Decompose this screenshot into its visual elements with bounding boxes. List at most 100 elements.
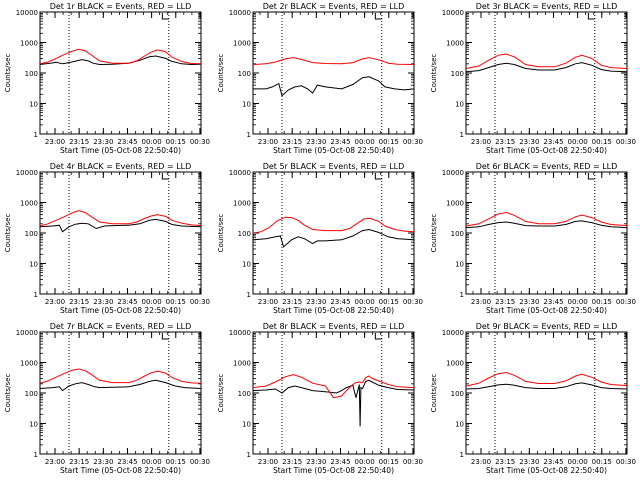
- x-tick-label: 00:15: [166, 138, 186, 146]
- x-tick-label: 00:30: [190, 458, 210, 466]
- y-axis-label: Counts/sec: [430, 374, 438, 413]
- chart-panel-6: Det 6r BLACK = Events, RED = LLD 1 10 100 10…: [430, 162, 636, 315]
- x-axis-label: Start Time (05-Oct-08 22:50:40): [273, 146, 394, 155]
- chart-panel-3: Det 3r BLACK = Events, RED = LLD 1 10 100 10…: [430, 2, 636, 155]
- x-tick-label: 23:00: [471, 458, 491, 466]
- x-tick-label: 23:00: [471, 138, 491, 146]
- x-tick-label: 23:45: [330, 458, 350, 466]
- x-tick-label: 23:00: [45, 458, 65, 466]
- y-tick-label: 10: [242, 421, 251, 429]
- x-tick-label: 00:15: [592, 298, 612, 306]
- y-tick-label: 10000: [16, 9, 38, 17]
- x-tick-label: 23:45: [117, 458, 137, 466]
- plot-frame: [465, 11, 628, 135]
- x-tick-label: 00:15: [379, 458, 399, 466]
- x-tick-label: 00:15: [166, 298, 186, 306]
- y-tick-label: 1000: [446, 360, 464, 368]
- chart-panel-9: Det 9r BLACK = Events, RED = LLD 1 10 100 10…: [430, 322, 636, 475]
- bracket-marker: [374, 333, 382, 340]
- x-tick-label: 23:15: [282, 298, 302, 306]
- chart-title: Det 4r BLACK = Events, RED = LLD: [50, 162, 192, 171]
- x-tick-label: 23:00: [258, 298, 278, 306]
- y-tick-label: 100: [25, 390, 38, 398]
- x-tick-label: 23:30: [519, 298, 539, 306]
- series-line-events: [252, 228, 415, 248]
- y-tick-label: 10: [242, 261, 251, 269]
- series-line-events: [252, 379, 415, 427]
- y-tick-label: 1000: [20, 360, 38, 368]
- y-tick-label: 10000: [229, 329, 251, 337]
- x-tick-label: 23:45: [330, 138, 350, 146]
- y-axis-label: Counts/sec: [4, 214, 12, 253]
- y-axis-label: Counts/sec: [4, 54, 12, 93]
- chart-title: Det 9r BLACK = Events, RED = LLD: [476, 322, 618, 331]
- y-tick-label: 1: [247, 131, 251, 139]
- bracket-marker: [587, 173, 595, 180]
- x-tick-label: 23:45: [117, 138, 137, 146]
- chart-panel-2: Det 2r BLACK = Events, RED = LLD 1 10 100 10…: [217, 2, 423, 155]
- y-tick-label: 10000: [229, 169, 251, 177]
- series-line-lld: [252, 216, 415, 234]
- y-axis-label: Counts/sec: [430, 54, 438, 93]
- x-tick-label: 23:30: [306, 298, 326, 306]
- chart-title: Det 5r BLACK = Events, RED = LLD: [263, 162, 405, 171]
- y-tick-label: 100: [238, 230, 251, 238]
- y-tick-label: 10000: [16, 169, 38, 177]
- bracket-marker: [161, 13, 169, 20]
- chart-title: Det 3r BLACK = Events, RED = LLD: [476, 2, 618, 11]
- series-line-lld: [252, 374, 415, 399]
- y-tick-label: 1000: [446, 40, 464, 48]
- bracket-marker: [161, 173, 169, 180]
- chart-panel-8: Det 8r BLACK = Events, RED = LLD 1 10 100 10…: [217, 322, 423, 475]
- x-tick-label: 23:45: [543, 458, 563, 466]
- chart-panel-1: Det 1r BLACK = Events, RED = LLD 1 10 100 10…: [4, 2, 210, 155]
- y-tick-label: 100: [451, 390, 464, 398]
- x-tick-label: 23:30: [519, 138, 539, 146]
- x-tick-label: 23:15: [495, 458, 515, 466]
- y-tick-label: 1000: [20, 200, 38, 208]
- chart-title: Det 2r BLACK = Events, RED = LLD: [263, 2, 405, 11]
- x-tick-label: 00:00: [355, 138, 375, 146]
- x-tick-label: 23:15: [495, 138, 515, 146]
- x-axis-label: Start Time (05-Oct-08 22:50:40): [60, 466, 181, 475]
- x-tick-label: 00:15: [166, 458, 186, 466]
- y-tick-label: 100: [451, 230, 464, 238]
- x-axis-label: Start Time (05-Oct-08 22:50:40): [486, 306, 607, 315]
- x-axis-label: Start Time (05-Oct-08 22:50:40): [273, 306, 394, 315]
- x-tick-label: 00:00: [142, 458, 162, 466]
- y-tick-label: 1000: [20, 40, 38, 48]
- y-axis-label: Counts/sec: [217, 54, 225, 93]
- x-tick-label: 23:00: [45, 298, 65, 306]
- x-tick-label: 23:45: [543, 298, 563, 306]
- bracket-marker: [587, 13, 595, 20]
- x-tick-label: 23:00: [45, 138, 65, 146]
- y-tick-label: 1: [247, 451, 251, 459]
- x-tick-label: 23:30: [93, 458, 113, 466]
- x-tick-label: 23:15: [282, 458, 302, 466]
- y-tick-label: 1: [34, 291, 38, 299]
- y-axis-label: Counts/sec: [4, 374, 12, 413]
- series-line-events: [39, 379, 202, 392]
- y-tick-label: 100: [238, 390, 251, 398]
- bracket-marker: [374, 13, 382, 20]
- x-axis-label: Start Time (05-Oct-08 22:50:40): [486, 146, 607, 155]
- x-tick-label: 00:00: [142, 298, 162, 306]
- plot-frame: [39, 11, 202, 135]
- y-tick-label: 10000: [442, 9, 464, 17]
- y-tick-label: 1: [247, 291, 251, 299]
- x-tick-label: 00:30: [616, 138, 636, 146]
- x-axis-label: Start Time (05-Oct-08 22:50:40): [60, 146, 181, 155]
- y-tick-label: 10: [455, 101, 464, 109]
- series-line-events: [253, 76, 415, 97]
- y-axis-label: Counts/sec: [430, 214, 438, 253]
- y-tick-label: 100: [25, 70, 38, 78]
- y-tick-label: 1000: [233, 200, 251, 208]
- x-tick-label: 00:00: [568, 138, 588, 146]
- bracket-marker: [374, 173, 382, 180]
- bracket-marker: [161, 333, 169, 340]
- series-line-lld: [252, 57, 415, 65]
- y-tick-label: 10: [29, 261, 38, 269]
- y-tick-label: 1: [460, 291, 464, 299]
- y-axis-label: Counts/sec: [217, 214, 225, 253]
- chart-title: Det 1r BLACK = Events, RED = LLD: [50, 2, 192, 11]
